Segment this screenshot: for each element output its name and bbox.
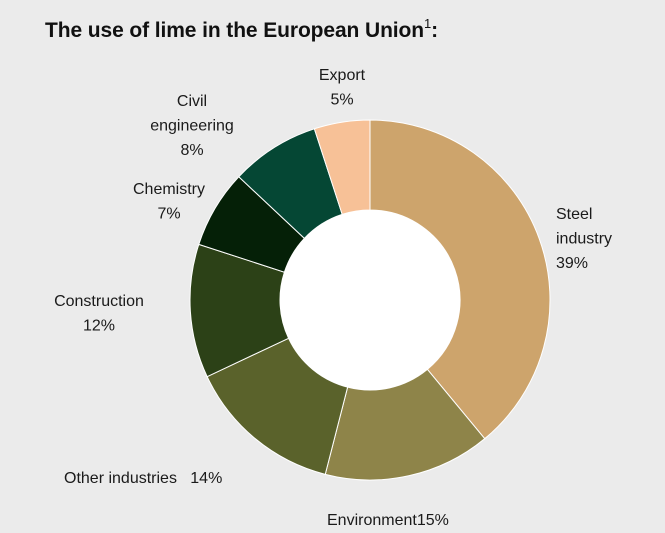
slice-label-civil-engineering: Civil engineering 8%: [150, 93, 234, 159]
footnote-mark: 1: [424, 16, 432, 31]
slice-label-steel-industry: Steel industry 39%: [556, 206, 612, 272]
chart-title-text: The use of lime in the European Union: [45, 19, 424, 42]
slice-label-chemistry: Chemistry 7%: [133, 181, 205, 223]
chart-title: The use of lime in the European Union1:: [45, 16, 438, 43]
slice-label-other-industries: Other industries 14%: [64, 470, 222, 487]
slice-label-environment: Environment15%: [327, 512, 449, 529]
donut-slices: [189, 119, 551, 481]
donut-hole: [280, 210, 460, 390]
slice-labels: Steel industry 39% Environment15% Other indu…: [54, 67, 612, 529]
slice-label-export: Export 5%: [319, 67, 366, 109]
slice-label-construction: Construction 12%: [54, 293, 144, 335]
chart-title-suffix: :: [431, 19, 439, 42]
